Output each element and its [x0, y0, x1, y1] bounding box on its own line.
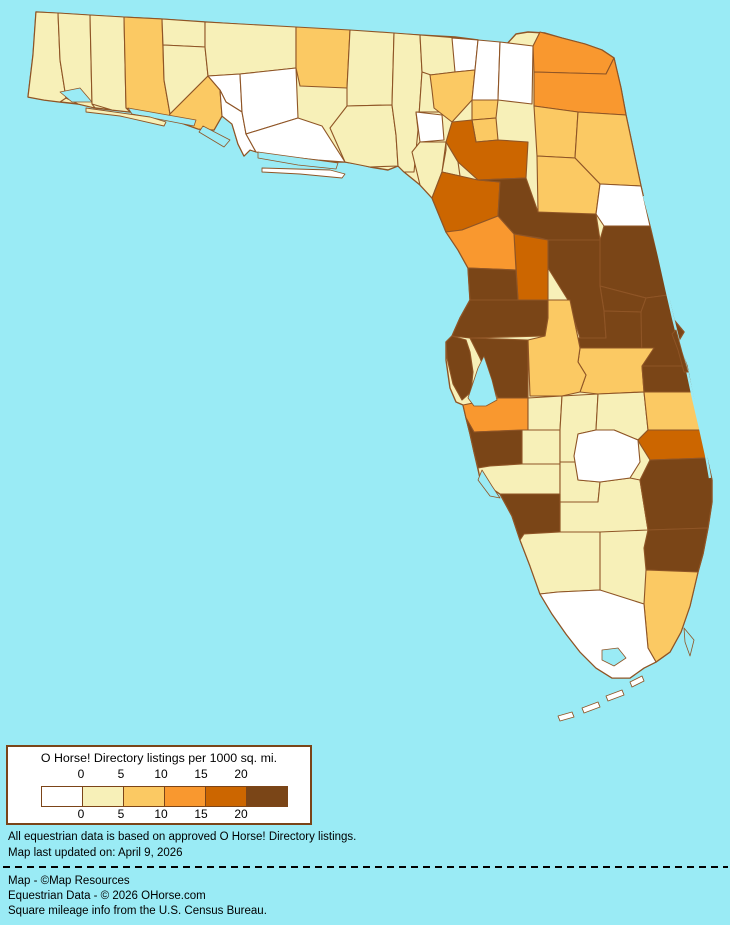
tampa-bay: [467, 355, 498, 407]
florida-key-4: [557, 711, 575, 722]
map-credit: Map - ©Map Resources: [8, 875, 130, 887]
legend-swatch-5: [246, 786, 288, 807]
county-lafayette: [415, 111, 445, 143]
county-clay: [533, 105, 579, 159]
legend-swatch-0: [41, 786, 83, 807]
florida-map-svg: [27, 11, 713, 722]
county-citrus: [445, 215, 517, 271]
county-martin: [637, 429, 708, 461]
county-pinellas: [445, 335, 474, 401]
whitewater-bay: [601, 647, 627, 667]
legend-tick-bottom-5: 5: [117, 807, 125, 821]
st-andrew-bay: [198, 125, 231, 148]
county-monroe: [539, 589, 657, 679]
choctawhatchee-bay: [127, 107, 197, 127]
county-lake-okeechobee: [573, 429, 641, 483]
legend-color-ramp: [41, 786, 288, 807]
legend-tick-top-5: 5: [117, 767, 125, 781]
legend-tick-top-0: 0: [77, 767, 85, 781]
legend-swatch-4: [205, 786, 247, 807]
pensacola-bay: [59, 87, 93, 103]
legend-tick-top-15: 15: [194, 767, 208, 781]
biscayne-bay: [683, 627, 695, 657]
county-leon: [346, 29, 395, 107]
county-polk: [527, 299, 587, 397]
legend-title: O Horse! Directory listings per 1000 sq.…: [40, 751, 278, 765]
county-pasco: [451, 299, 549, 339]
legend-tick-bottom-10: 10: [154, 807, 168, 821]
legend-tick-top-10: 10: [154, 767, 168, 781]
county-broward: [643, 527, 709, 573]
county-gulf: [219, 89, 257, 157]
county-hardee: [527, 395, 563, 431]
county-hernando: [467, 267, 519, 301]
florida-key-2: [605, 689, 625, 702]
square-mileage-credit: Square mileage info from the U.S. Census…: [8, 905, 267, 917]
st-george-island: [261, 167, 346, 179]
legend-swatch-3: [164, 786, 206, 807]
county-palm-beach: [639, 457, 713, 531]
legend-box: O Horse! Directory listings per 1000 sq.…: [6, 745, 312, 825]
dashed-separator: [3, 866, 728, 868]
legend-tick-bottom-20: 20: [234, 807, 248, 821]
county-st-lucie: [643, 391, 701, 431]
county-sumter: [513, 233, 549, 301]
merritt-island: [671, 329, 689, 373]
county-volusia: [599, 225, 669, 299]
county-baker: [497, 41, 534, 105]
florida-key-3: [581, 701, 601, 714]
legend-tick-bottom-15: 15: [194, 807, 208, 821]
county-holmes: [161, 18, 206, 48]
legend-tick-bottom-0: 0: [77, 807, 85, 821]
county-gadsden: [295, 26, 351, 89]
apalachicola-bay: [257, 151, 339, 170]
county-nassau: [532, 31, 615, 75]
equestrian-data-credit: Equestrian Data - © 2026 OHorse.com: [8, 890, 206, 902]
county-desoto: [521, 429, 561, 465]
legend-tick-top-20: 20: [234, 767, 248, 781]
county-flagler: [595, 183, 651, 227]
florida-key-1: [629, 675, 645, 688]
county-union: [471, 99, 499, 121]
county-hamilton: [451, 37, 479, 73]
last-updated-note: Map last updated on: April 9, 2026: [8, 847, 183, 859]
legend-swatch-2: [123, 786, 165, 807]
county-jackson: [204, 21, 297, 77]
data-source-note: All equestrian data is based on approved…: [8, 831, 357, 843]
legend-swatch-1: [82, 786, 124, 807]
county-suwannee: [429, 69, 476, 123]
charlotte-harbor: [477, 469, 501, 499]
county-collier: [519, 531, 601, 595]
santa-rosa-island: [85, 107, 167, 127]
